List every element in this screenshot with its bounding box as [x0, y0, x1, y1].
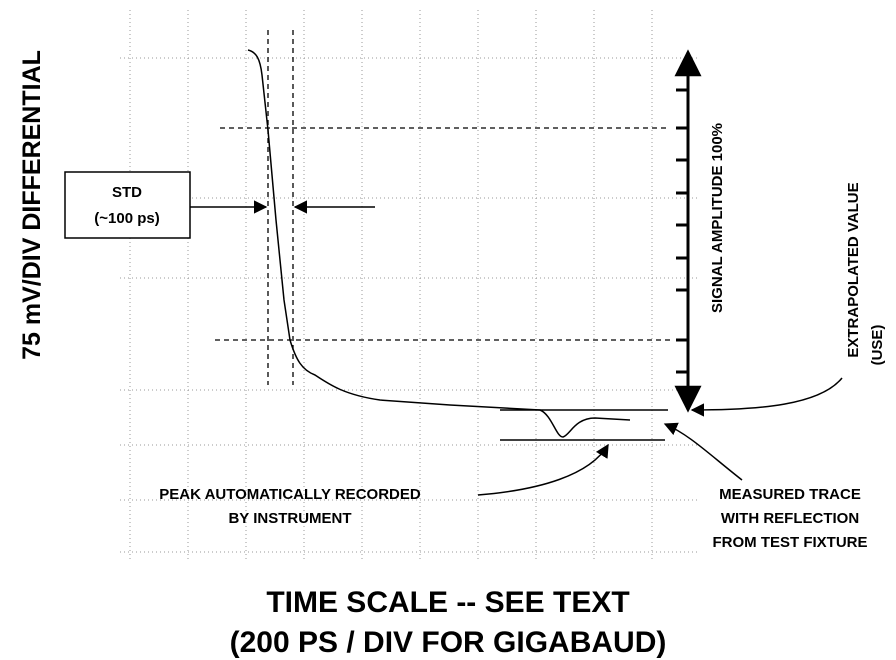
measured-label: FROM TEST FIXTURE — [713, 534, 868, 551]
peak-label: BY INSTRUMENT — [228, 510, 351, 527]
x-axis-label: TIME SCALE -- SEE TEXT — [266, 586, 629, 619]
waveform — [247, 49, 631, 438]
amplitude-label: SIGNAL AMPLITUDE 100% — [709, 123, 726, 313]
guides — [215, 30, 670, 385]
arrows — [190, 200, 843, 496]
measured-label: MEASURED TRACE — [719, 486, 861, 503]
extrapolated-label: EXTRAPOLATED VALUE — [845, 182, 862, 357]
grid — [120, 10, 700, 560]
extrapolated-label: (USE) — [869, 325, 886, 366]
measured-label: WITH REFLECTION — [721, 510, 859, 527]
y-axis-label: 75 mV/DIV DIFFERENTIAL — [18, 50, 46, 360]
peak-label: PEAK AUTOMATICALLY RECORDED — [159, 486, 421, 503]
x-axis-label: (200 PS / DIV FOR GIGABAUD) — [230, 626, 667, 659]
amplitude-arrow — [674, 49, 702, 413]
std-label: STD — [112, 184, 142, 201]
std-box — [64, 171, 191, 239]
std-label: (~100 ps) — [94, 210, 159, 227]
